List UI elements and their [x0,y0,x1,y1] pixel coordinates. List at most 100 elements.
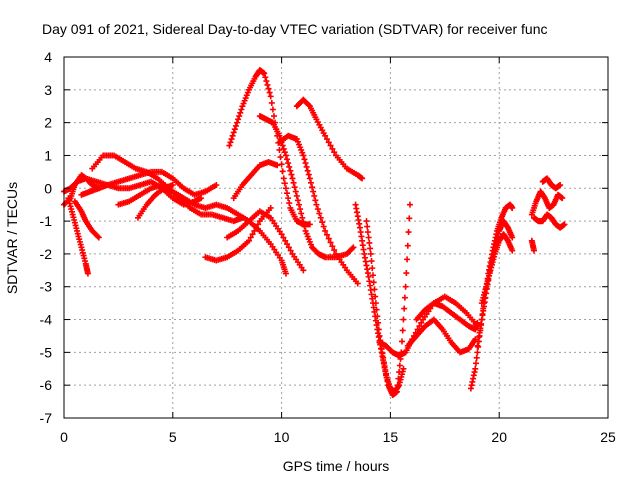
series-track-4 [78,168,220,198]
data-point [472,360,479,367]
y-tick-label: -4 [40,312,53,328]
data-point [236,113,243,120]
series-track-20 [413,300,481,333]
data-point [395,375,402,382]
data-point [285,244,292,251]
data-point [402,283,409,290]
data-point [472,365,479,372]
data-point [323,136,330,143]
data-point [305,102,312,109]
data-point [559,195,566,202]
data-point [325,235,332,242]
data-point [317,214,324,221]
y-tick-label: 4 [44,49,52,65]
data-point [327,142,334,149]
data-point [371,286,378,293]
data-point [319,219,326,226]
data-point [265,85,272,92]
data-point [509,247,516,254]
data-point [393,388,400,395]
data-point [329,145,336,152]
data-point [404,242,411,249]
data-point [266,89,273,96]
data-point [369,265,376,272]
data-point [253,224,260,231]
x-tick-label: 15 [383,429,399,445]
series-track-7 [115,181,289,277]
data-point [286,163,293,170]
data-point [231,126,238,133]
data-point [277,154,284,161]
data-point [235,116,242,123]
data-point [306,175,313,182]
data-point [309,184,316,191]
y-axis-label: SDTVAR / TECUs [4,182,20,294]
series-track-19 [404,316,479,356]
data-point [286,200,293,207]
data-point [301,223,308,230]
data-point [304,167,311,174]
data-point [313,201,320,208]
data-point [396,369,403,376]
series-track-8 [134,181,176,221]
data-point [300,267,307,274]
data-point [331,149,338,156]
data-point [296,201,303,208]
data-point [394,382,401,389]
y-tick-label: 2 [44,115,52,131]
data-point [406,215,413,222]
data-point [284,241,291,248]
data-point [314,206,321,213]
data-point [322,227,329,234]
data-point [310,188,317,195]
data-point [399,338,406,345]
data-point [290,179,297,186]
data-point [287,167,294,174]
data-point [561,221,568,228]
x-tick-label: 20 [491,429,507,445]
data-point [232,122,239,129]
data-point [364,223,371,230]
data-point [280,175,287,182]
data-point [303,163,310,170]
data-point [281,180,288,187]
data-point [404,256,411,263]
data-point [282,237,289,244]
data-point [66,196,73,203]
chart-title: Day 091 of 2021, Sidereal Day-to-day VTE… [42,21,548,37]
series-track-25 [531,211,568,231]
y-tick-label: -7 [40,410,53,426]
series-track-2 [65,195,91,277]
x-tick-label: 0 [60,429,68,445]
data-point [350,244,357,251]
data-point [372,300,379,307]
data-point [237,109,244,116]
series-track-11 [226,67,313,228]
data-point [238,106,245,113]
data-point [401,294,408,301]
y-tick-label: 1 [44,147,52,163]
series-track-9 [202,204,274,264]
data-point [403,270,410,277]
data-point [401,305,408,312]
data-point [366,239,373,246]
y-tick-label: 0 [44,180,52,196]
y-tick-label: -6 [40,377,53,393]
data-point [365,234,372,241]
data-point [400,365,407,372]
data-point [278,231,285,238]
data-point [509,204,516,211]
data-point [368,258,375,265]
data-point [280,234,287,241]
data-points [61,67,568,399]
data-point [374,313,381,320]
data-point [473,354,480,361]
y-tick-label: 3 [44,82,52,98]
data-point [331,247,338,254]
data-point [213,181,220,188]
series-track-5 [71,198,102,241]
data-point [405,229,412,236]
data-point [312,197,319,204]
data-point [372,293,379,300]
